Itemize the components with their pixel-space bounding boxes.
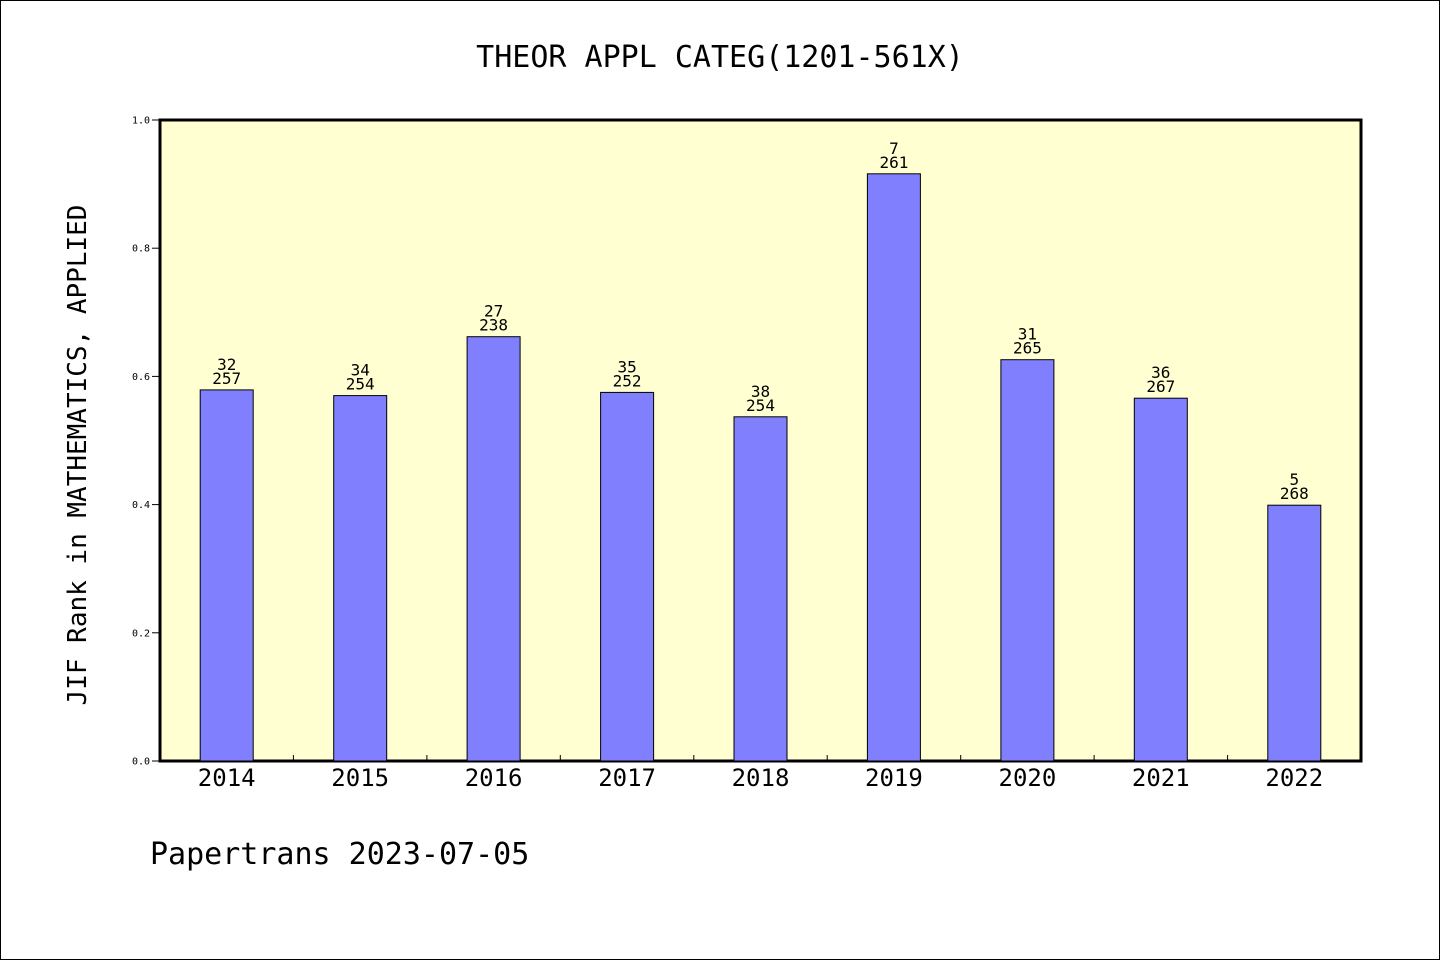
- bar-rank-label: 38: [751, 382, 770, 401]
- bar-rank-label: 27: [484, 302, 503, 321]
- bar-total-label: 252: [613, 371, 642, 390]
- y-ticks-group: 0.0 0.2 0.4 0.6 0.8 1.0: [132, 116, 160, 768]
- bar-2016: [466, 336, 521, 762]
- x-tick-label: 2014: [198, 764, 256, 792]
- bar-total-label: 254: [346, 375, 375, 394]
- x-ticks-group: 2014 2015 2016 2017 2018 2019 2020 2021 2022: [198, 755, 1323, 792]
- y-tick-label: 1.0: [132, 116, 150, 127]
- bar-total-label: 267: [1146, 377, 1175, 396]
- bar-2017: [600, 391, 655, 762]
- x-tick-label: 2021: [1132, 764, 1190, 792]
- y-tick-label: 0.8: [132, 244, 150, 255]
- y-axis-label: JIF Rank in MATHEMATICS, APPLIED: [63, 205, 93, 706]
- y-tick-label: 0.4: [132, 500, 150, 511]
- bars-group: [199, 173, 1322, 762]
- bar-2021: [1133, 397, 1188, 762]
- bar-2022: [1267, 504, 1322, 762]
- bar-total-label: 238: [479, 316, 508, 335]
- y-tick-label: 0.6: [132, 372, 150, 383]
- bar-2014: [199, 389, 254, 762]
- bar-rank-label: 5: [1289, 470, 1299, 489]
- x-tick-label: 2019: [865, 764, 923, 792]
- bar-rank-label: 7: [889, 139, 899, 158]
- x-tick-label: 2020: [999, 764, 1057, 792]
- bar-rank-label: 32: [217, 355, 236, 374]
- bar-total-label: 261: [879, 153, 908, 172]
- y-tick-label: 0.0: [132, 757, 150, 768]
- x-tick-label: 2015: [331, 764, 389, 792]
- y-tick-label: 0.2: [132, 628, 150, 639]
- bar-2018: [733, 416, 788, 762]
- footer-source-date: Papertrans 2023-07-05: [150, 837, 529, 872]
- bar-total-label: 265: [1013, 339, 1042, 358]
- x-tick-label: 2017: [598, 764, 656, 792]
- chart-title: THEOR APPL CATEG(1201-561X): [476, 40, 964, 75]
- bar-rank-label: 31: [1018, 325, 1037, 344]
- bar-total-label: 254: [746, 396, 775, 415]
- x-tick-label: 2022: [1265, 764, 1323, 792]
- x-tick-label: 2016: [465, 764, 523, 792]
- bar-total-label: 257: [212, 369, 241, 388]
- bar-2015: [333, 395, 388, 762]
- bar-rank-label: 35: [617, 357, 636, 376]
- bar-2020: [1000, 359, 1055, 762]
- bar-2019: [866, 173, 921, 762]
- bar-rank-label: 34: [351, 361, 370, 380]
- bar-rank-label: 36: [1151, 363, 1170, 382]
- bar-total-label: 268: [1280, 484, 1309, 503]
- x-tick-label: 2018: [732, 764, 790, 792]
